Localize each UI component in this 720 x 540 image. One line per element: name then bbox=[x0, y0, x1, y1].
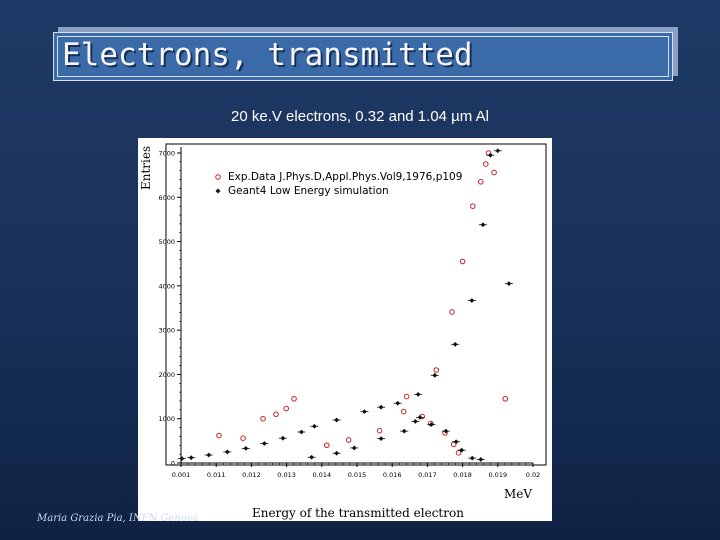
y-tick-label: 0 bbox=[171, 460, 175, 468]
title-box-inner-border bbox=[57, 36, 669, 77]
x-tick-label: 0.018 bbox=[453, 471, 472, 479]
exp-data-point bbox=[345, 437, 352, 443]
sim-data-point bbox=[261, 441, 267, 446]
x-tick-label: 0.019 bbox=[488, 471, 507, 479]
sim-data-point bbox=[179, 456, 185, 461]
sim-data-point bbox=[378, 436, 384, 442]
exp-data-point bbox=[502, 395, 509, 402]
x-axis-unit: MeV bbox=[504, 487, 532, 501]
y-tick-label: 6000 bbox=[158, 194, 175, 202]
sim-data-point bbox=[469, 298, 475, 303]
x-tick-label: 0.015 bbox=[348, 471, 367, 479]
sim-data-point bbox=[412, 418, 418, 424]
exp-data-point bbox=[491, 169, 497, 176]
sim-data-point bbox=[429, 422, 434, 427]
exp-data-point bbox=[449, 309, 455, 315]
sim-data-point bbox=[280, 435, 286, 441]
sim-data-point bbox=[362, 409, 367, 415]
exp-data-point bbox=[324, 442, 330, 449]
exp-data-point bbox=[400, 408, 407, 415]
y-axis-label: Entries bbox=[139, 146, 153, 190]
sim-data-point bbox=[459, 447, 465, 453]
exp-data-point bbox=[273, 411, 279, 418]
y-tick-label: 7000 bbox=[158, 150, 175, 158]
exp-data-point bbox=[376, 427, 383, 434]
legend-marker-exp bbox=[215, 174, 221, 180]
author-credit: Maria Grazia Pia, INFN Genova bbox=[37, 513, 199, 524]
x-tick-label: 0.017 bbox=[418, 471, 437, 479]
x-tick-label: 0.02 bbox=[526, 471, 540, 479]
exp-data-point bbox=[403, 393, 410, 400]
sim-data-point bbox=[469, 455, 475, 461]
sim-data-point bbox=[415, 391, 421, 397]
exp-data-point bbox=[433, 367, 440, 373]
legend-label: Geant4 Low Energy simulation bbox=[228, 185, 389, 197]
sim-data-point bbox=[299, 429, 304, 435]
y-tick-label: 3000 bbox=[158, 327, 175, 335]
x-tick-label: 0.012 bbox=[242, 471, 261, 479]
plot-frame bbox=[165, 143, 547, 466]
sim-data-point bbox=[443, 428, 449, 434]
y-tick-label: 1000 bbox=[158, 415, 175, 423]
x-axis: 0.001 0.011 0.012 0.013 0.014 0.015 0.016 0.017… bbox=[172, 462, 540, 479]
exp-data-point bbox=[240, 435, 246, 442]
sim-data-point bbox=[417, 414, 423, 420]
sim-data-point bbox=[401, 428, 407, 434]
x-tick-label: 0.014 bbox=[312, 471, 331, 479]
x-tick-label: 0.013 bbox=[277, 471, 296, 479]
sim-data-point bbox=[487, 152, 493, 158]
sim-data-point bbox=[224, 449, 230, 455]
sim-data-point bbox=[395, 400, 401, 406]
sim-data-point bbox=[243, 445, 249, 451]
legend-marker-sim bbox=[215, 188, 221, 194]
sim-data-point bbox=[452, 341, 458, 347]
sim-data-point bbox=[334, 417, 340, 423]
title-box: Electrons, transmitted bbox=[53, 32, 673, 81]
sim-data-point bbox=[334, 450, 340, 456]
slide-title: Electrons, transmitted bbox=[62, 37, 473, 73]
x-tick-label: 0.016 bbox=[383, 471, 402, 479]
exp-data-point bbox=[283, 405, 290, 412]
sim-data-point bbox=[309, 454, 315, 460]
x-axis-label: Energy of the transmitted electron bbox=[252, 506, 464, 520]
y-axis: 0 1000 2000 3000 4000 5000 6000 7000 bbox=[158, 147, 182, 468]
sim-data-point bbox=[480, 222, 486, 228]
slide-subtitle: 20 ke.V electrons, 0.32 and 1.04 µm Al bbox=[231, 108, 489, 125]
sim-data-point bbox=[478, 457, 484, 462]
sim-data-point bbox=[453, 439, 459, 445]
plot-panel: 0 1000 2000 3000 4000 5000 6000 7000 0.001 0.011… bbox=[138, 138, 552, 521]
sim-data-point bbox=[351, 445, 357, 451]
y-tick-label: 5000 bbox=[158, 238, 175, 246]
sim-data-point bbox=[311, 423, 317, 429]
exp-data-point bbox=[469, 203, 476, 209]
y-tick-label: 2000 bbox=[158, 371, 175, 379]
legend: Exp.Data J.Phys.D,Appl.Phys.Vol9,1976,p1… bbox=[215, 171, 462, 197]
exp-data-point bbox=[260, 415, 266, 422]
exp-data-point bbox=[482, 161, 489, 167]
legend-label: Exp.Data J.Phys.D,Appl.Phys.Vol9,1976,p1… bbox=[228, 171, 462, 183]
exp-data-point bbox=[291, 395, 297, 402]
chart-svg: 0 1000 2000 3000 4000 5000 6000 7000 0.001 0.011… bbox=[139, 143, 547, 520]
exp-data-point bbox=[216, 432, 222, 439]
sim-data-point bbox=[506, 281, 512, 287]
data-series bbox=[177, 148, 513, 462]
y-tick-label: 4000 bbox=[158, 282, 175, 290]
sim-data-point bbox=[206, 452, 212, 458]
exp-data-point bbox=[459, 258, 466, 265]
exp-data-point bbox=[477, 178, 484, 185]
x-tick-label: 0.001 bbox=[172, 471, 191, 479]
sim-data-point bbox=[378, 404, 384, 410]
x-tick-label: 0.011 bbox=[207, 471, 226, 479]
sim-data-point bbox=[432, 372, 438, 378]
